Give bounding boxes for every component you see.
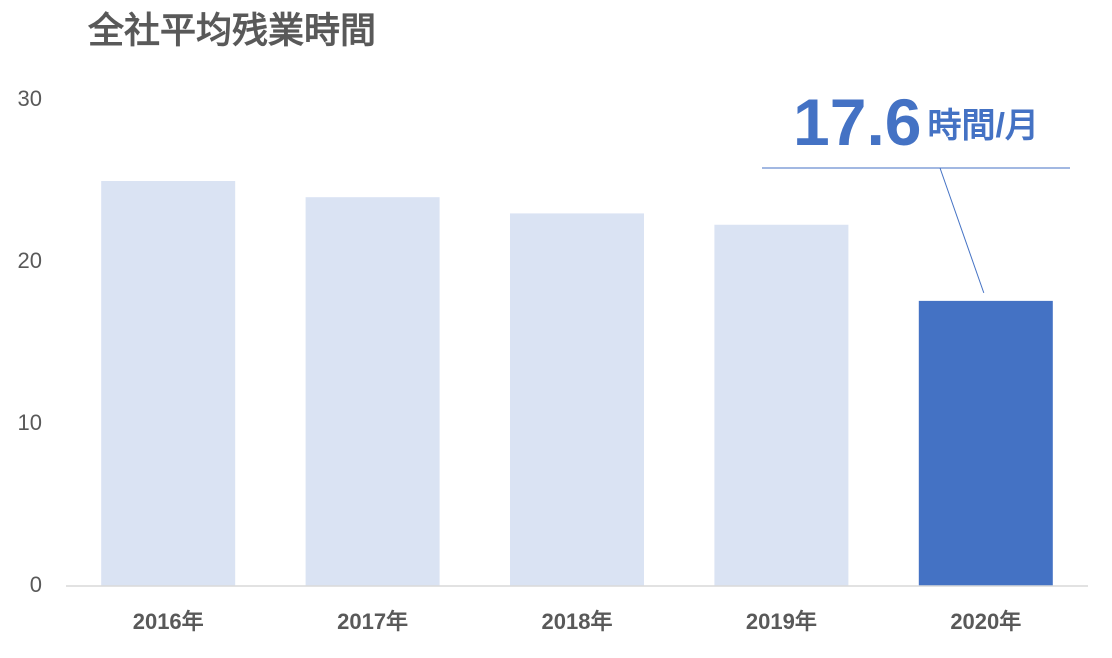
y-tick-label: 20 bbox=[18, 248, 42, 273]
y-tick-label: 10 bbox=[18, 410, 42, 435]
annotation-label: 17.6 時間/月 bbox=[793, 85, 1039, 159]
bar bbox=[305, 197, 440, 586]
bar bbox=[510, 213, 644, 586]
bar bbox=[918, 300, 1053, 586]
x-tick-label: 2017年 bbox=[337, 609, 408, 634]
x-tick-label: 2016年 bbox=[133, 609, 204, 634]
bar bbox=[101, 181, 236, 586]
annotation-leader bbox=[939, 167, 985, 294]
x-tick-label: 2018年 bbox=[542, 609, 613, 634]
y-tick-label: 0 bbox=[30, 572, 42, 597]
bar bbox=[714, 224, 849, 587]
x-tick-label: 2020年 bbox=[950, 609, 1021, 634]
y-tick-label: 30 bbox=[18, 86, 42, 111]
value-label: 17.6 bbox=[793, 85, 921, 159]
x-tick-label: 2019年 bbox=[746, 609, 817, 634]
chart-title: 全社平均残業時間 bbox=[87, 10, 376, 51]
annotation-unit: 時間/月 bbox=[928, 107, 1039, 145]
